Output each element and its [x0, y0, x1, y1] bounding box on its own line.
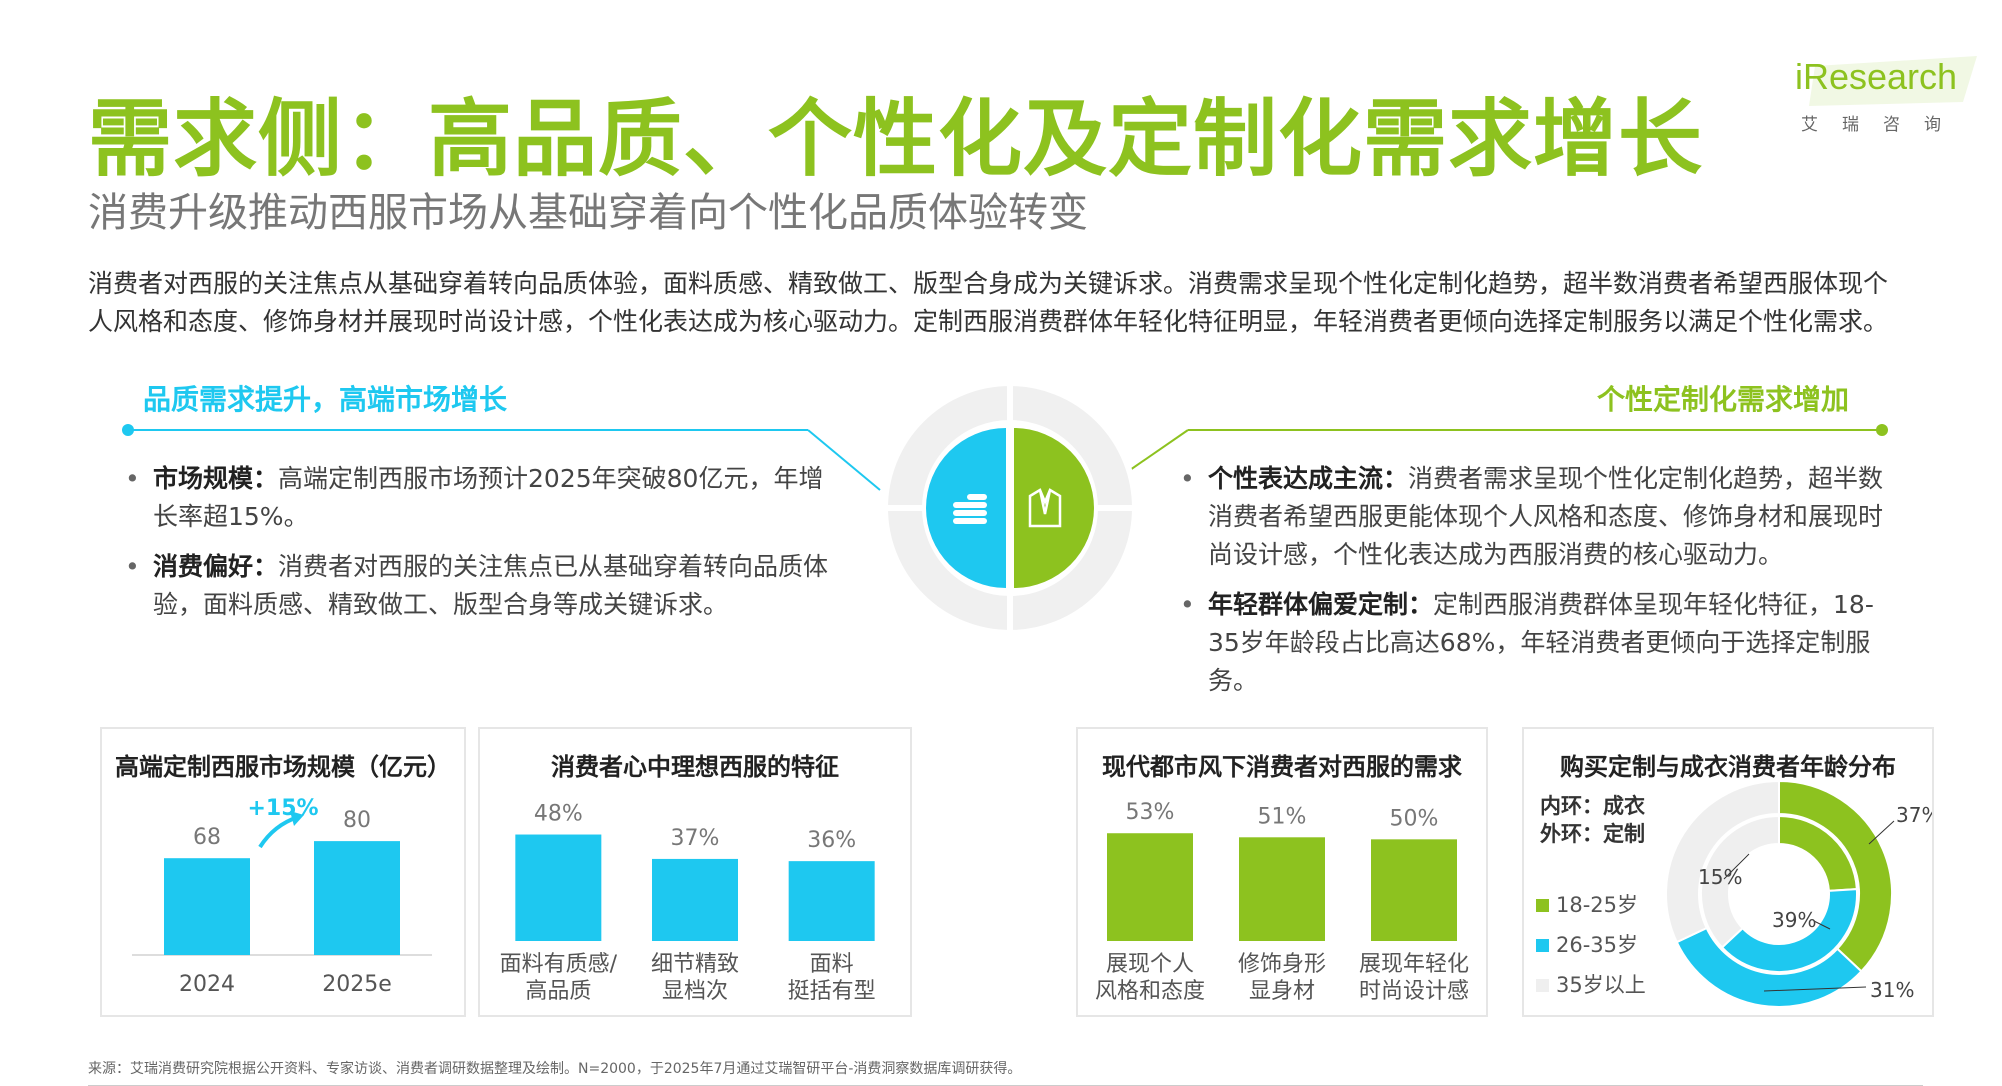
- category-label: 展现年轻化: [1359, 952, 1469, 977]
- bullet-young-customization: • 年轻群体偏爱定制：定制西服消费群体呈现年轻化特征，18-35岁年龄段占比高达6…: [1180, 590, 1874, 695]
- right-connector-dot: [1876, 424, 1888, 436]
- left-connector-diagonal: [807, 429, 881, 491]
- right-section-heading: 个性定制化需求增加: [1597, 383, 1850, 416]
- bar: [1371, 839, 1457, 941]
- suit-icon: [1028, 488, 1062, 528]
- inner-ring-slice: [1720, 888, 1858, 973]
- legend-label: 18-25岁: [1556, 893, 1638, 917]
- data-label: 53%: [1126, 800, 1175, 825]
- data-label: 48%: [534, 802, 583, 827]
- logo-brand-text: iResearch: [1795, 56, 1958, 97]
- ring-note: 外环：定制: [1540, 822, 1645, 846]
- data-label: 68: [193, 825, 221, 850]
- category-label: 挺括有型: [788, 979, 876, 1004]
- bullet-label: 个性表达成主流：: [1208, 464, 1409, 493]
- inner-ring-slice: [1700, 814, 1780, 949]
- bar: [314, 841, 400, 955]
- slice-label: 15%: [1698, 865, 1742, 889]
- category-label: 显档次: [662, 979, 728, 1004]
- source-note: 来源：艾瑞消费研究院根据公开资料、专家访谈、消费者调研数据整理及绘制。N=200…: [88, 1061, 1022, 1077]
- category-label: 面料: [810, 952, 854, 977]
- category-label: 面料有质感/: [500, 952, 618, 977]
- left-section-heading: 品质需求提升，高端市场增长: [143, 383, 508, 416]
- page-title: 需求侧：高品质、个性化及定制化需求增长: [88, 90, 1704, 188]
- chart-title: 高端定制西服市场规模（亿元）: [115, 753, 451, 781]
- bar: [652, 858, 738, 941]
- category-label: 展现个人: [1106, 952, 1194, 977]
- bullet-label: 市场规模：: [153, 464, 279, 493]
- left-bullet-list: • 市场规模：高端定制西服市场预计2025年突破80亿元，年增长率超15%。 • 消…: [125, 460, 835, 636]
- bullet-personal-expression: • 个性表达成主流：消费者需求呈现个性化定制化趋势，超半数消费者希望西服更能体现个…: [1180, 464, 1884, 569]
- bar: [788, 861, 875, 941]
- bullet-consumer-preference: • 消费偏好：消费者对西服的关注焦点已从基础穿着转向品质体验，面料质感、精致做工、…: [125, 552, 829, 619]
- chart-panel-urban-demand: 现代都市风下消费者对西服的需求 53% 展现个人 风格和态度 51% 修饰身形 显身材 50…: [1076, 727, 1488, 1017]
- bullet-market-size: • 市场规模：高端定制西服市场预计2025年突破80亿元，年增长率超15%。: [125, 464, 824, 531]
- chart-market-size: 68 2024 80 2025e +15%: [132, 796, 432, 997]
- right-bullet-list: • 个性表达成主流：消费者需求呈现个性化定制化趋势，超半数消费者希望西服更能体现个…: [1180, 460, 1900, 712]
- bar: [164, 858, 250, 955]
- category-label: 修饰身形: [1238, 952, 1326, 977]
- logo-banner: [1809, 56, 1977, 106]
- bullet-label: 年轻群体偏爱定制：: [1208, 590, 1434, 619]
- legend-label: 26-35岁: [1556, 933, 1638, 957]
- bullet-text: 消费者对西服的关注焦点已从基础穿着转向品质体验，面料质感、精致做工、版型合身等成…: [153, 552, 829, 619]
- data-label: 80: [343, 808, 371, 833]
- growth-arrow: [258, 815, 299, 849]
- slice-label: 31%: [1870, 978, 1914, 1002]
- bar: [1107, 833, 1193, 941]
- chart-panel-age-distribution: 购买定制与成衣消费者年龄分布 内环：成衣外环：定制 18-25岁 26-35岁 35岁…: [1522, 727, 1934, 1017]
- category-label: 2025e: [322, 972, 392, 997]
- leader-line: [1813, 920, 1831, 930]
- bullet-text: 消费者需求呈现个性化定制化趋势，超半数消费者希望西服更能体现个人风格和态度、修饰…: [1208, 464, 1884, 569]
- coins-stack-icon: [953, 494, 987, 524]
- chart-panel-market-size: 高端定制西服市场规模（亿元） 68 2024 80 2025e +15%: [100, 727, 466, 1017]
- outer-ring-segments: [881, 379, 1139, 637]
- intro-paragraph: 消费者对西服的关注焦点从基础穿着转向品质体验，面料质感、精致做工、版型合身成为关…: [88, 269, 1889, 336]
- category-label: 2024: [179, 972, 235, 997]
- green-half-circle: [1014, 428, 1094, 588]
- outer-ring-slice: [1778, 779, 1893, 973]
- logo-sub-text: 艾瑞咨询: [1801, 115, 1965, 135]
- bullet-text: 高端定制西服市场预计2025年突破80亿元，年增长率超15%。: [153, 464, 824, 531]
- right-connector-diagonal: [1129, 429, 1189, 471]
- left-connector-dot: [122, 424, 134, 436]
- category-label: 时尚设计感: [1359, 979, 1469, 1004]
- legend-swatch: [1536, 939, 1549, 952]
- legend-label: 35岁以上: [1556, 973, 1646, 997]
- outer-ring-slice: [1665, 779, 1780, 944]
- ring-note: 内环：成衣: [1540, 794, 1645, 818]
- data-label: 50%: [1390, 806, 1439, 831]
- legend-swatch: [1536, 899, 1549, 912]
- data-label: 36%: [807, 828, 856, 853]
- growth-arrow-head: [290, 811, 304, 826]
- page-subtitle: 消费升级推动西服市场从基础穿着向个性化品质体验转变: [88, 190, 1088, 236]
- slice-label: 39%: [1772, 908, 1816, 932]
- leader-line: [1723, 853, 1750, 880]
- iresearch-logo: iResearch 艾瑞咨询: [1795, 56, 1980, 136]
- leader-line: [1868, 820, 1895, 845]
- category-label: 显身材: [1249, 979, 1315, 1004]
- bullet-label: 消费偏好：: [153, 552, 279, 581]
- bar: [515, 834, 602, 941]
- slice-label: 37%: [1896, 803, 1932, 827]
- chart-panel-ideal-features: 消费者心中理想西服的特征 48% 面料有质感/高品质 37% 细节精致 显档次 36% 面料…: [478, 727, 912, 1017]
- category-label: 高品质: [525, 979, 591, 1004]
- bar: [1239, 837, 1325, 941]
- data-label: 51%: [1258, 804, 1307, 829]
- chart-title: 购买定制与成衣消费者年龄分布: [1560, 753, 1896, 781]
- chart-title: 现代都市风下消费者对西服的需求: [1102, 753, 1462, 781]
- leader-line: [1763, 986, 1867, 992]
- bullet-text: 定制西服消费群体呈现年轻化特征，18-35岁年龄段占比高达68%，年轻消费者更倾…: [1208, 590, 1874, 695]
- center-graphic: [881, 379, 1139, 637]
- category-label: 风格和态度: [1095, 979, 1205, 1004]
- legend-swatch: [1536, 979, 1549, 992]
- chart-title: 消费者心中理想西服的特征: [551, 753, 839, 781]
- growth-annotation: +15%: [247, 796, 318, 821]
- category-label: 细节精致: [651, 952, 739, 977]
- data-label: 37%: [671, 826, 720, 851]
